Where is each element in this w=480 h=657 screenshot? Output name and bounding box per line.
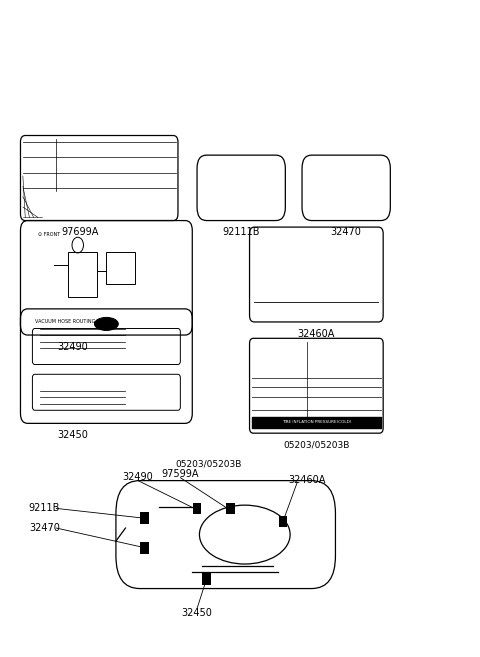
Ellipse shape: [199, 505, 290, 564]
Bar: [226, 503, 235, 514]
Text: 92111B: 92111B: [222, 227, 260, 237]
Bar: [107, 252, 135, 284]
Text: 32470: 32470: [29, 523, 60, 533]
Text: 05203/05203B: 05203/05203B: [283, 440, 349, 449]
Text: TIRE INFLATION PRESSURE(COLD): TIRE INFLATION PRESSURE(COLD): [282, 420, 351, 424]
FancyBboxPatch shape: [116, 481, 336, 589]
Bar: [279, 516, 287, 528]
Bar: [193, 503, 201, 514]
Text: 32460A: 32460A: [288, 475, 325, 486]
Text: 32450: 32450: [58, 430, 88, 440]
Text: 9211B: 9211B: [29, 503, 60, 513]
Bar: [140, 542, 149, 554]
Text: 32460A: 32460A: [298, 328, 335, 339]
Text: VACUUM HOSE ROUTING: VACUUM HOSE ROUTING: [35, 319, 95, 325]
Text: 32490: 32490: [122, 472, 153, 482]
Text: 97699A: 97699A: [61, 227, 99, 237]
Text: 32470: 32470: [331, 227, 361, 237]
Bar: [68, 252, 97, 298]
Text: 05203/05203B: 05203/05203B: [176, 459, 242, 468]
Ellipse shape: [95, 317, 118, 330]
Text: ⊙ FRONT: ⊙ FRONT: [38, 233, 60, 237]
Bar: [202, 573, 211, 585]
Text: 32450: 32450: [181, 608, 213, 618]
Bar: [140, 512, 149, 524]
Text: 97599A: 97599A: [162, 469, 199, 480]
Text: 32490: 32490: [58, 342, 88, 351]
